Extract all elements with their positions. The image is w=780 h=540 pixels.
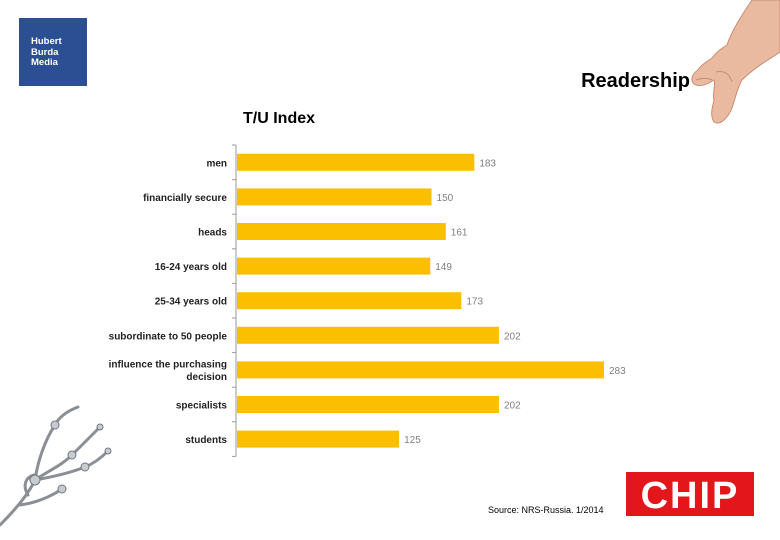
category-label: subordinate to 50 people (109, 331, 228, 342)
data-label: 125 (404, 435, 421, 446)
data-label: 173 (466, 297, 483, 308)
hubert-burda-media-logo: Hubert Burda Media (19, 18, 87, 86)
category-label: 25-34 years old (155, 297, 227, 308)
category-label: influence the purchasing decision (109, 360, 227, 384)
bar (237, 361, 604, 379)
bar (237, 257, 431, 275)
data-label: 202 (504, 331, 521, 342)
category-label: financially secure (143, 193, 227, 204)
category-label: specialists (176, 401, 228, 412)
category-label: students (185, 435, 227, 446)
category-label-line: specialists (176, 401, 228, 412)
category-label-line: 16-24 years old (155, 262, 227, 273)
bar (237, 326, 499, 344)
chip-logo: CHIP (626, 472, 754, 516)
category-label-line: students (185, 435, 227, 446)
category-label: heads (198, 228, 227, 239)
chip-logo-text: CHIP (641, 475, 740, 516)
category-label-line: 25-34 years old (155, 297, 227, 308)
category-label: 16-24 years old (155, 262, 227, 273)
logo-line-2: Burda (31, 46, 59, 58)
bar (237, 223, 446, 240)
chart-title: T/U Index (243, 110, 316, 127)
bar (237, 292, 462, 310)
data-label: 149 (435, 262, 452, 273)
data-label: 150 (437, 193, 454, 204)
logo-line-3: Media (31, 57, 58, 68)
category-label-line: heads (198, 228, 227, 239)
category-label-line: influence the purchasing (109, 360, 227, 371)
slide-title: Readership (581, 70, 690, 92)
hand-icon (691, 0, 780, 124)
category-label-line: men (206, 158, 227, 169)
source-note: Source: NRS-Russia. 1/2014 (488, 505, 604, 515)
data-label: 283 (609, 366, 626, 377)
category-label: men (206, 158, 227, 169)
category-label-line: financially secure (143, 193, 227, 204)
robot-hand-icon (0, 405, 112, 527)
bar (237, 430, 400, 448)
data-label: 183 (479, 158, 496, 169)
category-label-line: decision (186, 372, 227, 383)
logo-line-1: Hubert (31, 36, 62, 47)
category-label-line: subordinate to 50 people (109, 331, 228, 342)
bar (237, 188, 432, 206)
data-label: 161 (451, 228, 468, 239)
bar (237, 396, 499, 413)
bar (237, 153, 475, 171)
data-label: 202 (504, 401, 521, 412)
